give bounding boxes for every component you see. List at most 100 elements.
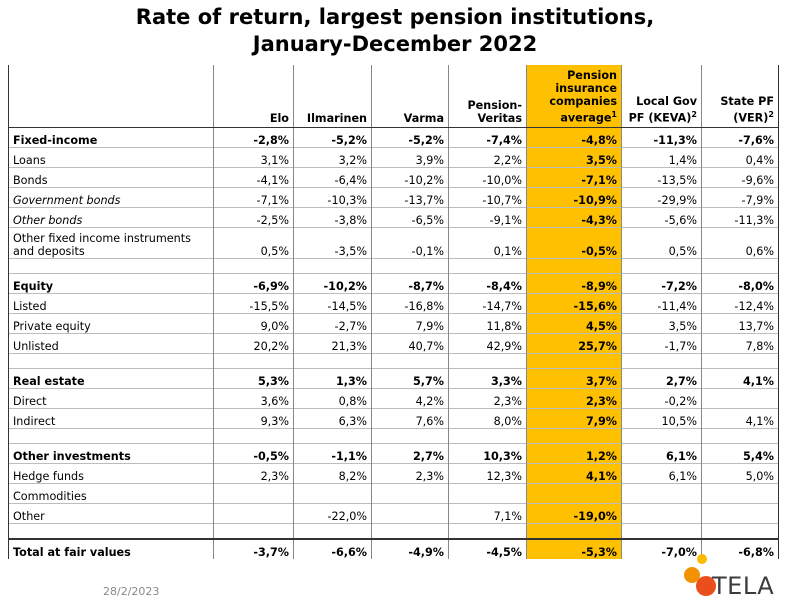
- cell-value: [371, 523, 449, 539]
- cell-value: 40,7%: [371, 333, 449, 354]
- cell-value: 8,0%: [448, 408, 527, 429]
- cell-value: -5,2%: [293, 127, 372, 148]
- cell-value: 1,3%: [293, 368, 372, 389]
- cell-value: 0,5%: [621, 227, 702, 259]
- cell-value: -5,2%: [371, 127, 449, 148]
- cell-value: 25,7%: [526, 333, 622, 354]
- cell-value: 20,2%: [213, 333, 294, 354]
- cell-value: 10,3%: [448, 443, 527, 464]
- cell-value: 6,1%: [621, 443, 702, 464]
- column-header: Pension-Veritas: [448, 65, 527, 128]
- column-header: State PF (VER)2: [701, 65, 779, 128]
- cell-value: [526, 483, 622, 504]
- row-label: Listed: [8, 293, 214, 314]
- cell-value: 0,5%: [213, 227, 294, 259]
- cell-value: -7,4%: [448, 127, 527, 148]
- cell-value: -8,7%: [371, 273, 449, 294]
- cell-value: -22,0%: [293, 503, 372, 524]
- cell-value: -9,1%: [448, 207, 527, 228]
- cell-value: [448, 483, 527, 504]
- cell-value: [701, 388, 779, 409]
- cell-value: 0,8%: [293, 388, 372, 409]
- cell-value: 2,3%: [526, 388, 622, 409]
- tela-logo-text: TELA: [712, 572, 775, 600]
- table-row: Other bonds -2,5% -3,8% -6,5% -9,1% -4,3% -5,6…: [8, 207, 779, 228]
- cell-value: 1,4%: [621, 147, 702, 168]
- logo-dot-large: [696, 576, 716, 596]
- cell-value: [213, 503, 294, 524]
- spacer-row: [8, 353, 779, 369]
- spacer-row: [8, 258, 779, 274]
- header-row: Elo Ilmarinen Varma Pension-Veritas Pension …: [8, 65, 779, 128]
- cell-value: -0,5%: [213, 443, 294, 464]
- footnote-marker: 1: [611, 110, 617, 120]
- cell-value: [293, 353, 372, 369]
- cell-value: -11,3%: [621, 127, 702, 148]
- cell-value: -0,5%: [526, 227, 622, 259]
- cell-value: [293, 428, 372, 444]
- row-label: Total at fair values: [8, 538, 214, 559]
- column-header: Ilmarinen: [293, 65, 372, 128]
- cell-value: [526, 258, 622, 274]
- table-body: Fixed-income -2,8% -5,2% -5,2% -7,4% -4,8% -11…: [8, 127, 779, 559]
- cell-value: 2,2%: [448, 147, 527, 168]
- column-header-label: Elo: [269, 112, 289, 125]
- cell-value: 2,3%: [371, 463, 449, 484]
- row-label: [8, 258, 214, 274]
- cell-value: -2,7%: [293, 313, 372, 334]
- cell-value: -7,6%: [701, 127, 779, 148]
- cell-value: 4,1%: [526, 463, 622, 484]
- cell-value: -14,7%: [448, 293, 527, 314]
- cell-value: -13,5%: [621, 167, 702, 188]
- cell-value: [701, 353, 779, 369]
- cell-value: -7,9%: [701, 187, 779, 208]
- table-row: Other -22,0% 7,1% -19,0%: [8, 503, 779, 524]
- cell-value: -15,6%: [526, 293, 622, 314]
- cell-value: [293, 258, 372, 274]
- cell-value: -6,4%: [293, 167, 372, 188]
- cell-value: 3,5%: [526, 147, 622, 168]
- table-row: Equity -6,9% -10,2% -8,7% -8,4% -8,9% -7,2% -8,…: [8, 273, 779, 294]
- row-label: Loans: [8, 147, 214, 168]
- cell-value: -7,1%: [213, 187, 294, 208]
- row-label: Equity: [8, 273, 214, 294]
- cell-value: 2,7%: [621, 368, 702, 389]
- cell-value: -8,9%: [526, 273, 622, 294]
- cell-value: -19,0%: [526, 503, 622, 524]
- row-label: Other fixed income instruments and depos…: [8, 227, 214, 259]
- column-header: Pension insurance companies average1: [526, 65, 622, 128]
- table-row: Real estate 5,3% 1,3% 5,7% 3,3% 3,7% 2,7% 4,1%: [8, 368, 779, 389]
- cell-value: -6,8%: [701, 538, 779, 559]
- cell-value: 10,5%: [621, 408, 702, 429]
- cell-value: [213, 428, 294, 444]
- logo-dot-medium: [684, 567, 700, 583]
- cell-value: -7,0%: [621, 538, 702, 559]
- cell-value: 9,0%: [213, 313, 294, 334]
- row-label: Other investments: [8, 443, 214, 464]
- cell-value: -4,1%: [213, 167, 294, 188]
- cell-value: [371, 503, 449, 524]
- table-row: Commodities: [8, 483, 779, 504]
- cell-value: 6,1%: [621, 463, 702, 484]
- cell-value: -10,9%: [526, 187, 622, 208]
- cell-value: [293, 523, 372, 539]
- footnote-marker: 2: [768, 110, 774, 120]
- cell-value: 5,4%: [701, 443, 779, 464]
- cell-value: 9,3%: [213, 408, 294, 429]
- cell-value: 3,1%: [213, 147, 294, 168]
- title-line-1: Rate of return, largest pension institut…: [135, 5, 655, 29]
- column-header-label: Pension insurance companies average: [549, 69, 617, 125]
- cell-value: 5,3%: [213, 368, 294, 389]
- column-header: Local Gov PF (KEVA)2: [621, 65, 702, 128]
- cell-value: -11,4%: [621, 293, 702, 314]
- cell-value: -2,5%: [213, 207, 294, 228]
- table-row: Fixed-income -2,8% -5,2% -5,2% -7,4% -4,8% -11…: [8, 127, 779, 148]
- row-label: Bonds: [8, 167, 214, 188]
- row-label: Other: [8, 503, 214, 524]
- cell-value: [701, 258, 779, 274]
- cell-value: 3,6%: [213, 388, 294, 409]
- row-label: [8, 523, 214, 539]
- cell-value: 5,7%: [371, 368, 449, 389]
- cell-value: -6,6%: [293, 538, 372, 559]
- table-row: Loans 3,1% 3,2% 3,9% 2,2% 3,5% 1,4% 0,4%: [8, 147, 779, 168]
